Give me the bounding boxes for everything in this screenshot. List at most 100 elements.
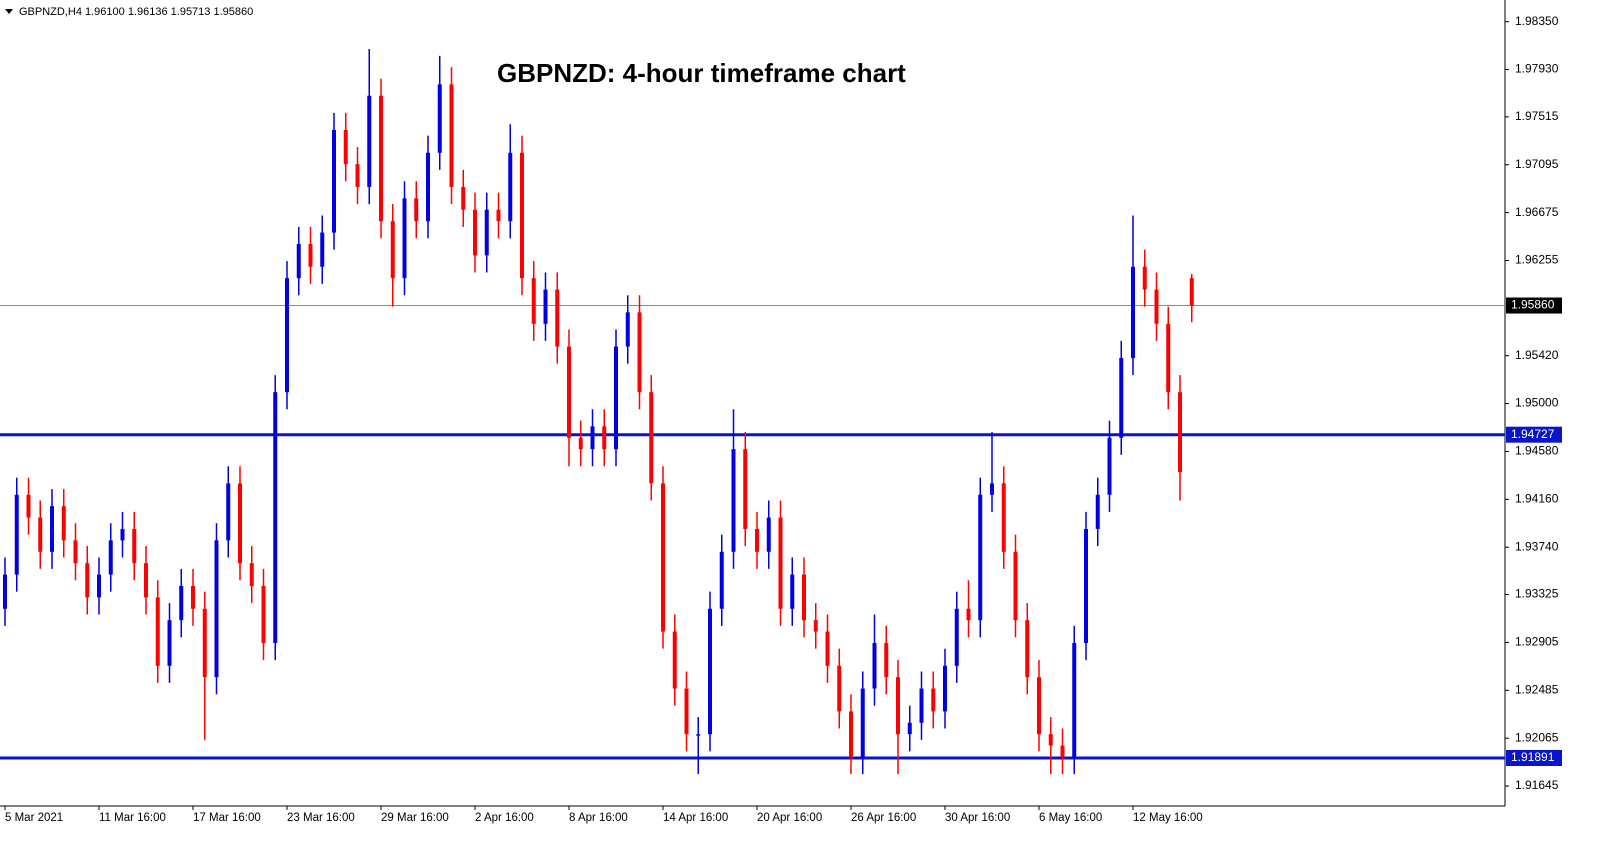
candle-body <box>496 209 501 222</box>
x-tick-label: 14 Apr 16:00 <box>663 812 728 824</box>
candle-body <box>167 620 172 666</box>
candle-body <box>1166 323 1171 393</box>
y-tick-label: 1.94580 <box>1515 444 1559 458</box>
candle-body <box>343 129 348 165</box>
x-tick-label: 29 Mar 16:00 <box>381 812 449 824</box>
x-tick-label: 17 Mar 16:00 <box>193 812 261 824</box>
candle-body <box>672 631 677 689</box>
candle-body <box>1107 437 1112 495</box>
y-tick-label: 1.97930 <box>1515 62 1559 76</box>
candle-body <box>743 449 748 529</box>
y-tick-label: 1.95000 <box>1515 396 1559 410</box>
candle-body <box>1119 357 1124 438</box>
candle-body <box>531 278 536 324</box>
candle-body <box>1178 392 1182 472</box>
level-label: 1.94727 <box>1511 427 1555 441</box>
x-tick-label: 23 Mar 16:00 <box>287 812 355 824</box>
x-tick-label: 5 Mar 2021 <box>5 812 63 824</box>
candle-body <box>896 677 900 735</box>
candle-body <box>1189 278 1194 306</box>
candle-body <box>555 289 560 347</box>
candle-body <box>97 574 101 598</box>
candle-body <box>1060 745 1065 757</box>
x-tick-label: 20 Apr 16:00 <box>757 812 822 824</box>
candle-body <box>966 608 971 621</box>
y-tick-label: 1.96675 <box>1515 205 1559 219</box>
x-tick-label: 11 Mar 16:00 <box>99 812 166 824</box>
candle-body <box>38 517 43 552</box>
candle-body <box>214 540 219 678</box>
candle-body <box>719 551 724 609</box>
candle-body <box>755 528 759 552</box>
candle-body <box>766 517 771 552</box>
candle-body <box>802 574 806 621</box>
candle-body <box>296 243 301 279</box>
y-tick-label: 1.91645 <box>1515 778 1559 792</box>
candle-body <box>860 688 865 757</box>
candle-body <box>1037 677 1041 735</box>
candle-body <box>61 506 66 541</box>
candle-body <box>614 346 618 450</box>
candle-body <box>402 198 407 279</box>
candle-body <box>1131 266 1135 358</box>
candle-body <box>308 243 313 267</box>
candle-body <box>144 563 148 598</box>
candle-body <box>778 517 783 609</box>
candle-body <box>108 540 113 575</box>
candle-body <box>355 164 360 187</box>
candle-body <box>1154 289 1159 324</box>
x-tick-label: 12 May 16:00 <box>1133 812 1203 824</box>
candle-body <box>73 540 78 564</box>
candle-body <box>1084 528 1088 643</box>
y-tick-label: 1.94160 <box>1515 492 1559 506</box>
y-tick-label: 1.95420 <box>1515 348 1559 362</box>
candle-body <box>461 186 466 210</box>
y-tick-label: 1.93740 <box>1515 539 1559 553</box>
candle-body <box>907 722 912 735</box>
candle-body <box>261 585 266 643</box>
candle-body <box>1095 494 1100 529</box>
level-box <box>1506 426 1562 443</box>
candle-body <box>696 734 701 736</box>
menu-arrow <box>5 9 13 14</box>
candle-body <box>825 631 830 666</box>
candle-body <box>543 289 548 324</box>
candle-body <box>320 232 325 267</box>
candle-body <box>1001 483 1006 552</box>
chart-header: GBPNZD,H4 1.96100 1.96136 1.95713 1.9586… <box>19 6 253 18</box>
candle-body <box>661 483 665 632</box>
candle-body <box>449 84 454 187</box>
candle-body <box>1072 642 1077 757</box>
candle-body <box>85 563 90 598</box>
current-price-box <box>1506 297 1562 314</box>
candle-body <box>426 152 430 222</box>
x-tick-label: 2 Apr 16:00 <box>475 812 534 824</box>
candle-body <box>602 426 607 450</box>
candle-body <box>567 346 571 438</box>
candle-body <box>367 95 372 187</box>
candle-body <box>954 608 959 666</box>
candle-body <box>26 494 31 518</box>
level-label: 1.91891 <box>1511 750 1555 764</box>
candle-body <box>508 152 513 222</box>
candle-body <box>50 506 54 552</box>
candle-body <box>202 608 207 678</box>
candle-body <box>379 95 383 222</box>
candle-body <box>978 494 983 621</box>
y-tick-label: 1.98350 <box>1515 14 1559 28</box>
candle-body <box>120 528 125 541</box>
candle-body <box>731 449 736 552</box>
candle-body <box>179 585 184 621</box>
candle-body <box>249 563 254 586</box>
y-tick-label: 1.97095 <box>1515 157 1559 171</box>
level-box <box>1506 750 1562 767</box>
candle-body <box>849 711 853 757</box>
candle-body <box>238 483 242 564</box>
candle-body <box>872 642 877 689</box>
candle-body <box>132 528 137 564</box>
candle-body <box>14 494 19 575</box>
candle-body <box>473 209 477 256</box>
current-price-label: 1.95860 <box>1511 298 1555 312</box>
